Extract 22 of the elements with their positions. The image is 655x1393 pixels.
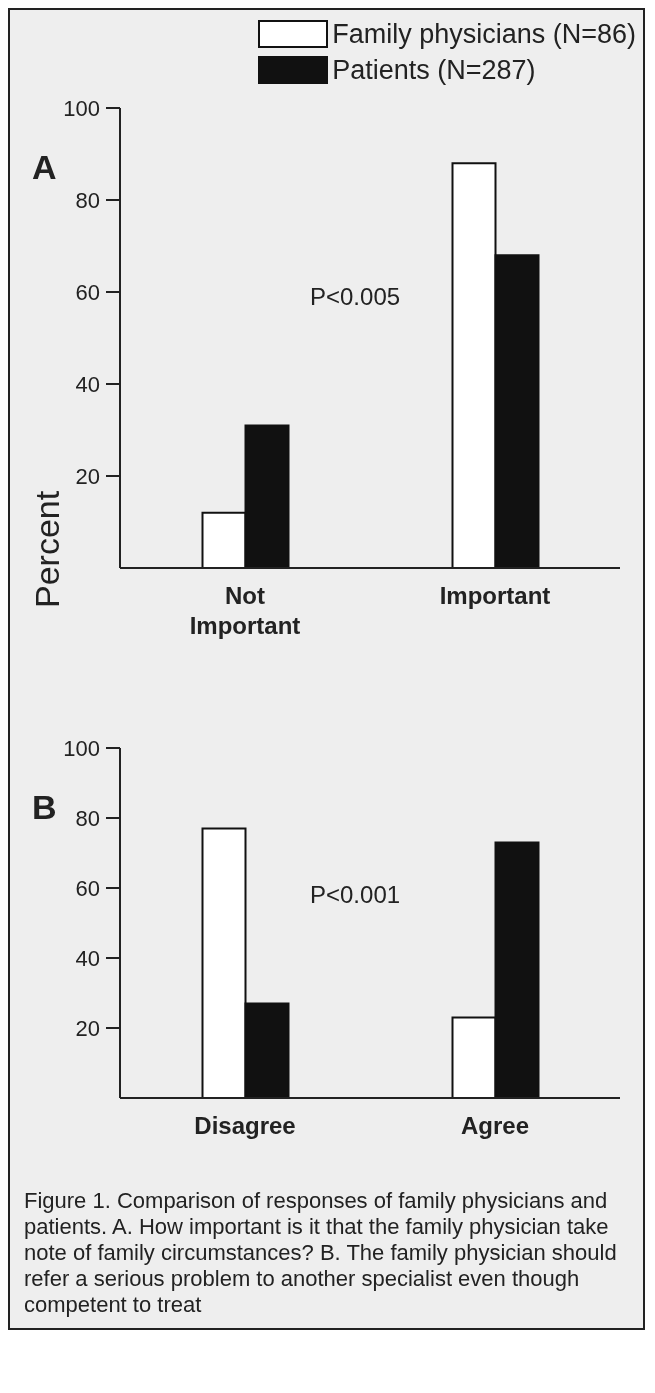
y-axis-title: Percent [28,490,67,608]
y-tick-label: 40 [75,946,100,971]
text: B [32,788,57,827]
y-tick-label: 20 [75,464,100,489]
legend-label: Family physicians (N=86) [332,18,636,51]
y-tick-label: 60 [75,876,100,901]
y-tick-label: 20 [75,1016,100,1041]
y-tick-label: 60 [75,280,100,305]
annotation: P<0.005 [310,282,401,311]
text: A [32,148,57,187]
x-tick-label: Agree [460,1112,530,1139]
y-tick-label: 100 [63,96,100,121]
annotation: P<0.001 [310,881,401,909]
y-tick-label: 100 [63,736,100,761]
x-tick-label: Disagree [194,1112,296,1139]
y-tick-label: 80 [75,806,100,831]
y-tick-label: 80 [75,188,100,213]
caption: Figure 1. Comparison of responses of family physicians and patients. A. How important is it that the family physician take note of family circumstances? B. The family physician should refer a serious problem to another specialist even though competent to treat [23,1187,618,1318]
y-tick-label: 40 [75,372,100,397]
legend-label: Patients (N=287) [332,54,536,87]
x-tick-label: Important [439,582,551,609]
x-tick-label: Not Important [189,582,301,639]
